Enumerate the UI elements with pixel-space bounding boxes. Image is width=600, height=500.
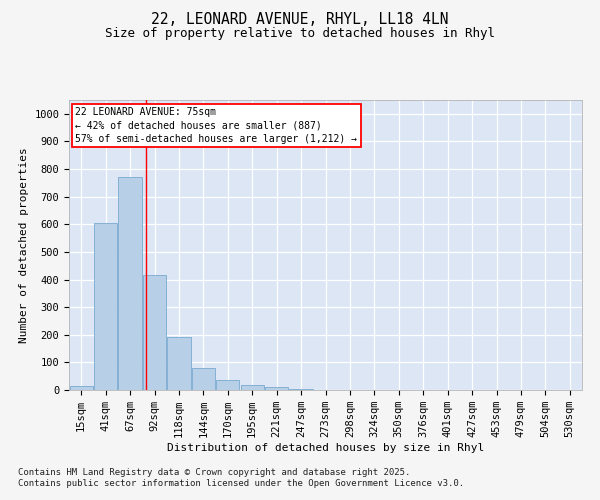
Bar [70, 386, 93, 390]
Bar [216, 380, 239, 390]
Bar [118, 178, 142, 390]
Text: Contains HM Land Registry data © Crown copyright and database right 2025.
Contai: Contains HM Land Registry data © Crown c… [18, 468, 464, 487]
Bar [192, 368, 215, 390]
Bar [167, 336, 191, 390]
Bar [265, 387, 288, 390]
Text: 22, LEONARD AVENUE, RHYL, LL18 4LN: 22, LEONARD AVENUE, RHYL, LL18 4LN [151, 12, 449, 28]
Text: 22 LEONARD AVENUE: 75sqm
← 42% of detached houses are smaller (887)
57% of semi-: 22 LEONARD AVENUE: 75sqm ← 42% of detach… [75, 108, 357, 144]
Y-axis label: Number of detached properties: Number of detached properties [19, 147, 29, 343]
Text: Size of property relative to detached houses in Rhyl: Size of property relative to detached ho… [105, 28, 495, 40]
Bar [241, 385, 264, 390]
Bar [143, 276, 166, 390]
Bar [289, 388, 313, 390]
Bar [94, 223, 117, 390]
X-axis label: Distribution of detached houses by size in Rhyl: Distribution of detached houses by size … [167, 443, 484, 453]
